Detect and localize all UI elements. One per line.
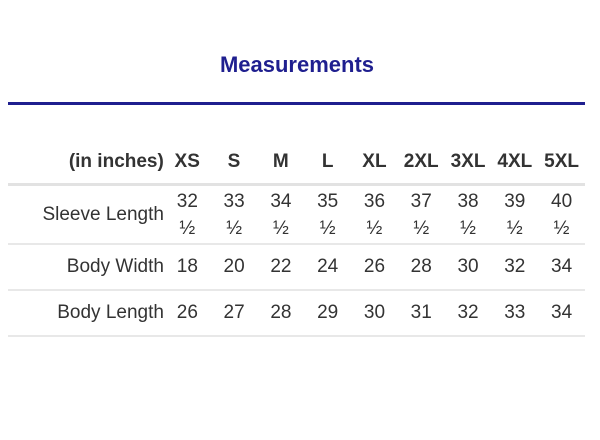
cell-value: 26 xyxy=(363,256,386,277)
table-cell: 28 xyxy=(398,256,445,278)
table-cell: 39 ½ xyxy=(491,188,538,242)
table-cell: 34 xyxy=(538,256,585,278)
table-cell: 33 ½ xyxy=(211,188,258,242)
table-cell: 40 ½ xyxy=(538,188,585,242)
table-cell: 34 ½ xyxy=(258,188,305,242)
cell-value: 20 xyxy=(223,256,245,277)
table-cell: 27 xyxy=(211,302,258,324)
cell-value: 36 ½ xyxy=(363,190,386,239)
page-title: Measurements xyxy=(219,52,375,77)
cell-value: 24 xyxy=(317,256,339,277)
table-row: Body Width 18 20 22 24 26 28 30 32 34 xyxy=(8,245,585,291)
table-cell: 22 xyxy=(258,256,305,278)
cell-value: 32 ½ xyxy=(176,190,198,239)
table-cell: 30 xyxy=(445,256,492,278)
cell-value: 22 xyxy=(270,256,292,277)
cell-value: 34 xyxy=(551,256,573,277)
row-label: Sleeve Length xyxy=(42,203,164,225)
table-cell: 38 ½ xyxy=(445,188,492,242)
cell-value: 38 ½ xyxy=(457,190,479,239)
size-header: 2XL xyxy=(403,150,439,172)
table-cell: 26 xyxy=(351,256,398,278)
table-cell: 36 ½ xyxy=(351,188,398,242)
table-cell: 31 xyxy=(398,302,445,324)
table-cell: 18 xyxy=(164,256,211,278)
cell-value: 30 xyxy=(363,302,386,323)
cell-value: 40 ½ xyxy=(551,190,573,239)
cell-value: 32 xyxy=(504,256,526,277)
table-cell: 30 xyxy=(351,302,398,324)
cell-value: 33 ½ xyxy=(223,190,245,239)
size-header: XS xyxy=(174,150,200,172)
cell-value: 27 xyxy=(223,302,245,323)
table-row: Body Length 26 27 28 29 30 31 32 33 34 xyxy=(8,291,585,337)
measurements-table: (in inches) XS S M L XL 2XL 3XL 4XL 5XL Sleeve L… xyxy=(8,140,585,337)
cell-value: 34 ½ xyxy=(270,190,292,239)
size-header: S xyxy=(227,150,241,172)
table-cell: 32 xyxy=(491,256,538,278)
unit-label: (in inches) xyxy=(68,150,164,172)
cell-value: 32 xyxy=(457,302,479,323)
cell-value: 28 xyxy=(410,256,432,277)
table-cell: 24 xyxy=(304,256,351,278)
size-header: XL xyxy=(362,150,387,172)
cell-value: 31 xyxy=(410,302,432,323)
row-label: Body Width xyxy=(66,256,164,277)
cell-value: 37 ½ xyxy=(410,190,432,239)
size-header: 5XL xyxy=(544,150,580,172)
size-header: 4XL xyxy=(497,150,533,172)
table-cell: 33 xyxy=(491,302,538,324)
table-cell: 34 xyxy=(538,302,585,324)
cell-value: 33 xyxy=(504,302,526,323)
row-label: Body Length xyxy=(57,302,164,323)
table-cell: 35 ½ xyxy=(304,188,351,242)
cell-value: 28 xyxy=(270,302,292,323)
table-cell: 20 xyxy=(211,256,258,278)
cell-value: 29 xyxy=(317,302,339,323)
size-header: M xyxy=(272,150,289,172)
cell-value: 35 ½ xyxy=(317,190,339,239)
table-cell: 28 xyxy=(258,302,305,324)
size-header: 3XL xyxy=(450,150,486,172)
title-divider xyxy=(8,102,585,105)
header-row: (in inches) XS S M L XL 2XL 3XL 4XL 5XL xyxy=(8,140,585,186)
table-cell: 26 xyxy=(164,302,211,324)
cell-value: 18 xyxy=(176,256,198,277)
table-cell: 32 ½ xyxy=(164,188,211,242)
table-cell: 29 xyxy=(304,302,351,324)
cell-value: 34 xyxy=(551,302,573,323)
cell-value: 26 xyxy=(176,302,198,323)
cell-value: 39 ½ xyxy=(504,190,526,239)
table-cell: 37 ½ xyxy=(398,188,445,242)
size-header: L xyxy=(321,150,334,172)
table-row: Sleeve Length 32 ½ 33 ½ 34 ½ 35 ½ 36 ½ 37 ½ 38 … xyxy=(8,186,585,245)
table-cell: 32 xyxy=(445,302,492,324)
cell-value: 30 xyxy=(457,256,479,277)
